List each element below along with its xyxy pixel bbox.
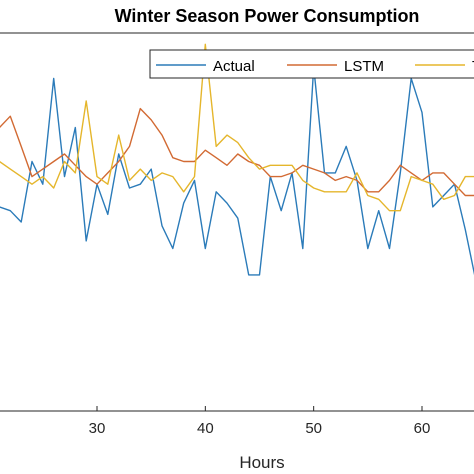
series-line-actual xyxy=(0,66,474,276)
legend: Actual LSTM T xyxy=(149,49,474,79)
series-line-t xyxy=(0,43,474,212)
legend-box xyxy=(149,49,474,79)
x-axis: 30 40 50 60 xyxy=(89,406,431,437)
chart-title: Winter Season Power Consumption xyxy=(115,6,420,26)
series-line-lstm xyxy=(0,107,474,197)
x-tick-label: 50 xyxy=(305,420,322,437)
legend-items: Actual LSTM T xyxy=(156,58,474,75)
series-layer xyxy=(0,43,474,276)
legend-label-lstm: LSTM xyxy=(344,58,384,75)
x-tick-label: 40 xyxy=(197,420,214,437)
x-tick-label: 30 xyxy=(89,420,106,437)
plot-frame xyxy=(0,32,474,412)
x-axis-label: Hours xyxy=(239,453,284,472)
legend-label-actual: Actual xyxy=(213,58,255,75)
plot-area: 30 40 50 60 xyxy=(0,32,474,437)
legend-label-t: T xyxy=(472,58,474,75)
x-tick-label: 60 xyxy=(414,420,431,437)
